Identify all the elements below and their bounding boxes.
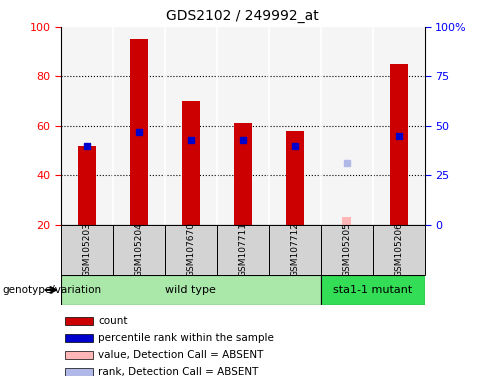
Bar — [165, 225, 217, 275]
Text: GSM105203: GSM105203 — [82, 222, 91, 277]
Text: count: count — [98, 316, 128, 326]
Bar — [285, 131, 304, 225]
Bar — [65, 334, 93, 342]
Bar — [321, 275, 425, 305]
Text: GSM105205: GSM105205 — [342, 222, 351, 277]
Text: GSM105204: GSM105204 — [134, 222, 143, 277]
Bar — [65, 368, 93, 376]
Title: GDS2102 / 249992_at: GDS2102 / 249992_at — [166, 9, 319, 23]
Bar — [182, 101, 200, 225]
Bar — [78, 146, 96, 225]
Bar — [130, 39, 148, 225]
Bar — [389, 64, 407, 225]
Bar — [234, 123, 252, 225]
Bar — [65, 351, 93, 359]
Text: GSM107711: GSM107711 — [238, 222, 247, 277]
Bar — [373, 225, 425, 275]
Bar — [321, 225, 373, 275]
Text: GSM105206: GSM105206 — [394, 222, 403, 277]
Bar — [342, 217, 351, 225]
Text: GSM107712: GSM107712 — [290, 222, 299, 277]
Bar — [61, 275, 321, 305]
Text: percentile rank within the sample: percentile rank within the sample — [98, 333, 274, 343]
Text: sta1-1 mutant: sta1-1 mutant — [333, 285, 412, 295]
Text: GSM107670: GSM107670 — [186, 222, 195, 277]
Text: wild type: wild type — [165, 285, 216, 295]
Bar — [65, 317, 93, 325]
Text: rank, Detection Call = ABSENT: rank, Detection Call = ABSENT — [98, 367, 259, 377]
Text: genotype/variation: genotype/variation — [2, 285, 102, 295]
Text: value, Detection Call = ABSENT: value, Detection Call = ABSENT — [98, 350, 264, 360]
Bar — [217, 225, 269, 275]
Bar — [269, 225, 321, 275]
Bar — [113, 225, 165, 275]
Bar — [61, 225, 113, 275]
